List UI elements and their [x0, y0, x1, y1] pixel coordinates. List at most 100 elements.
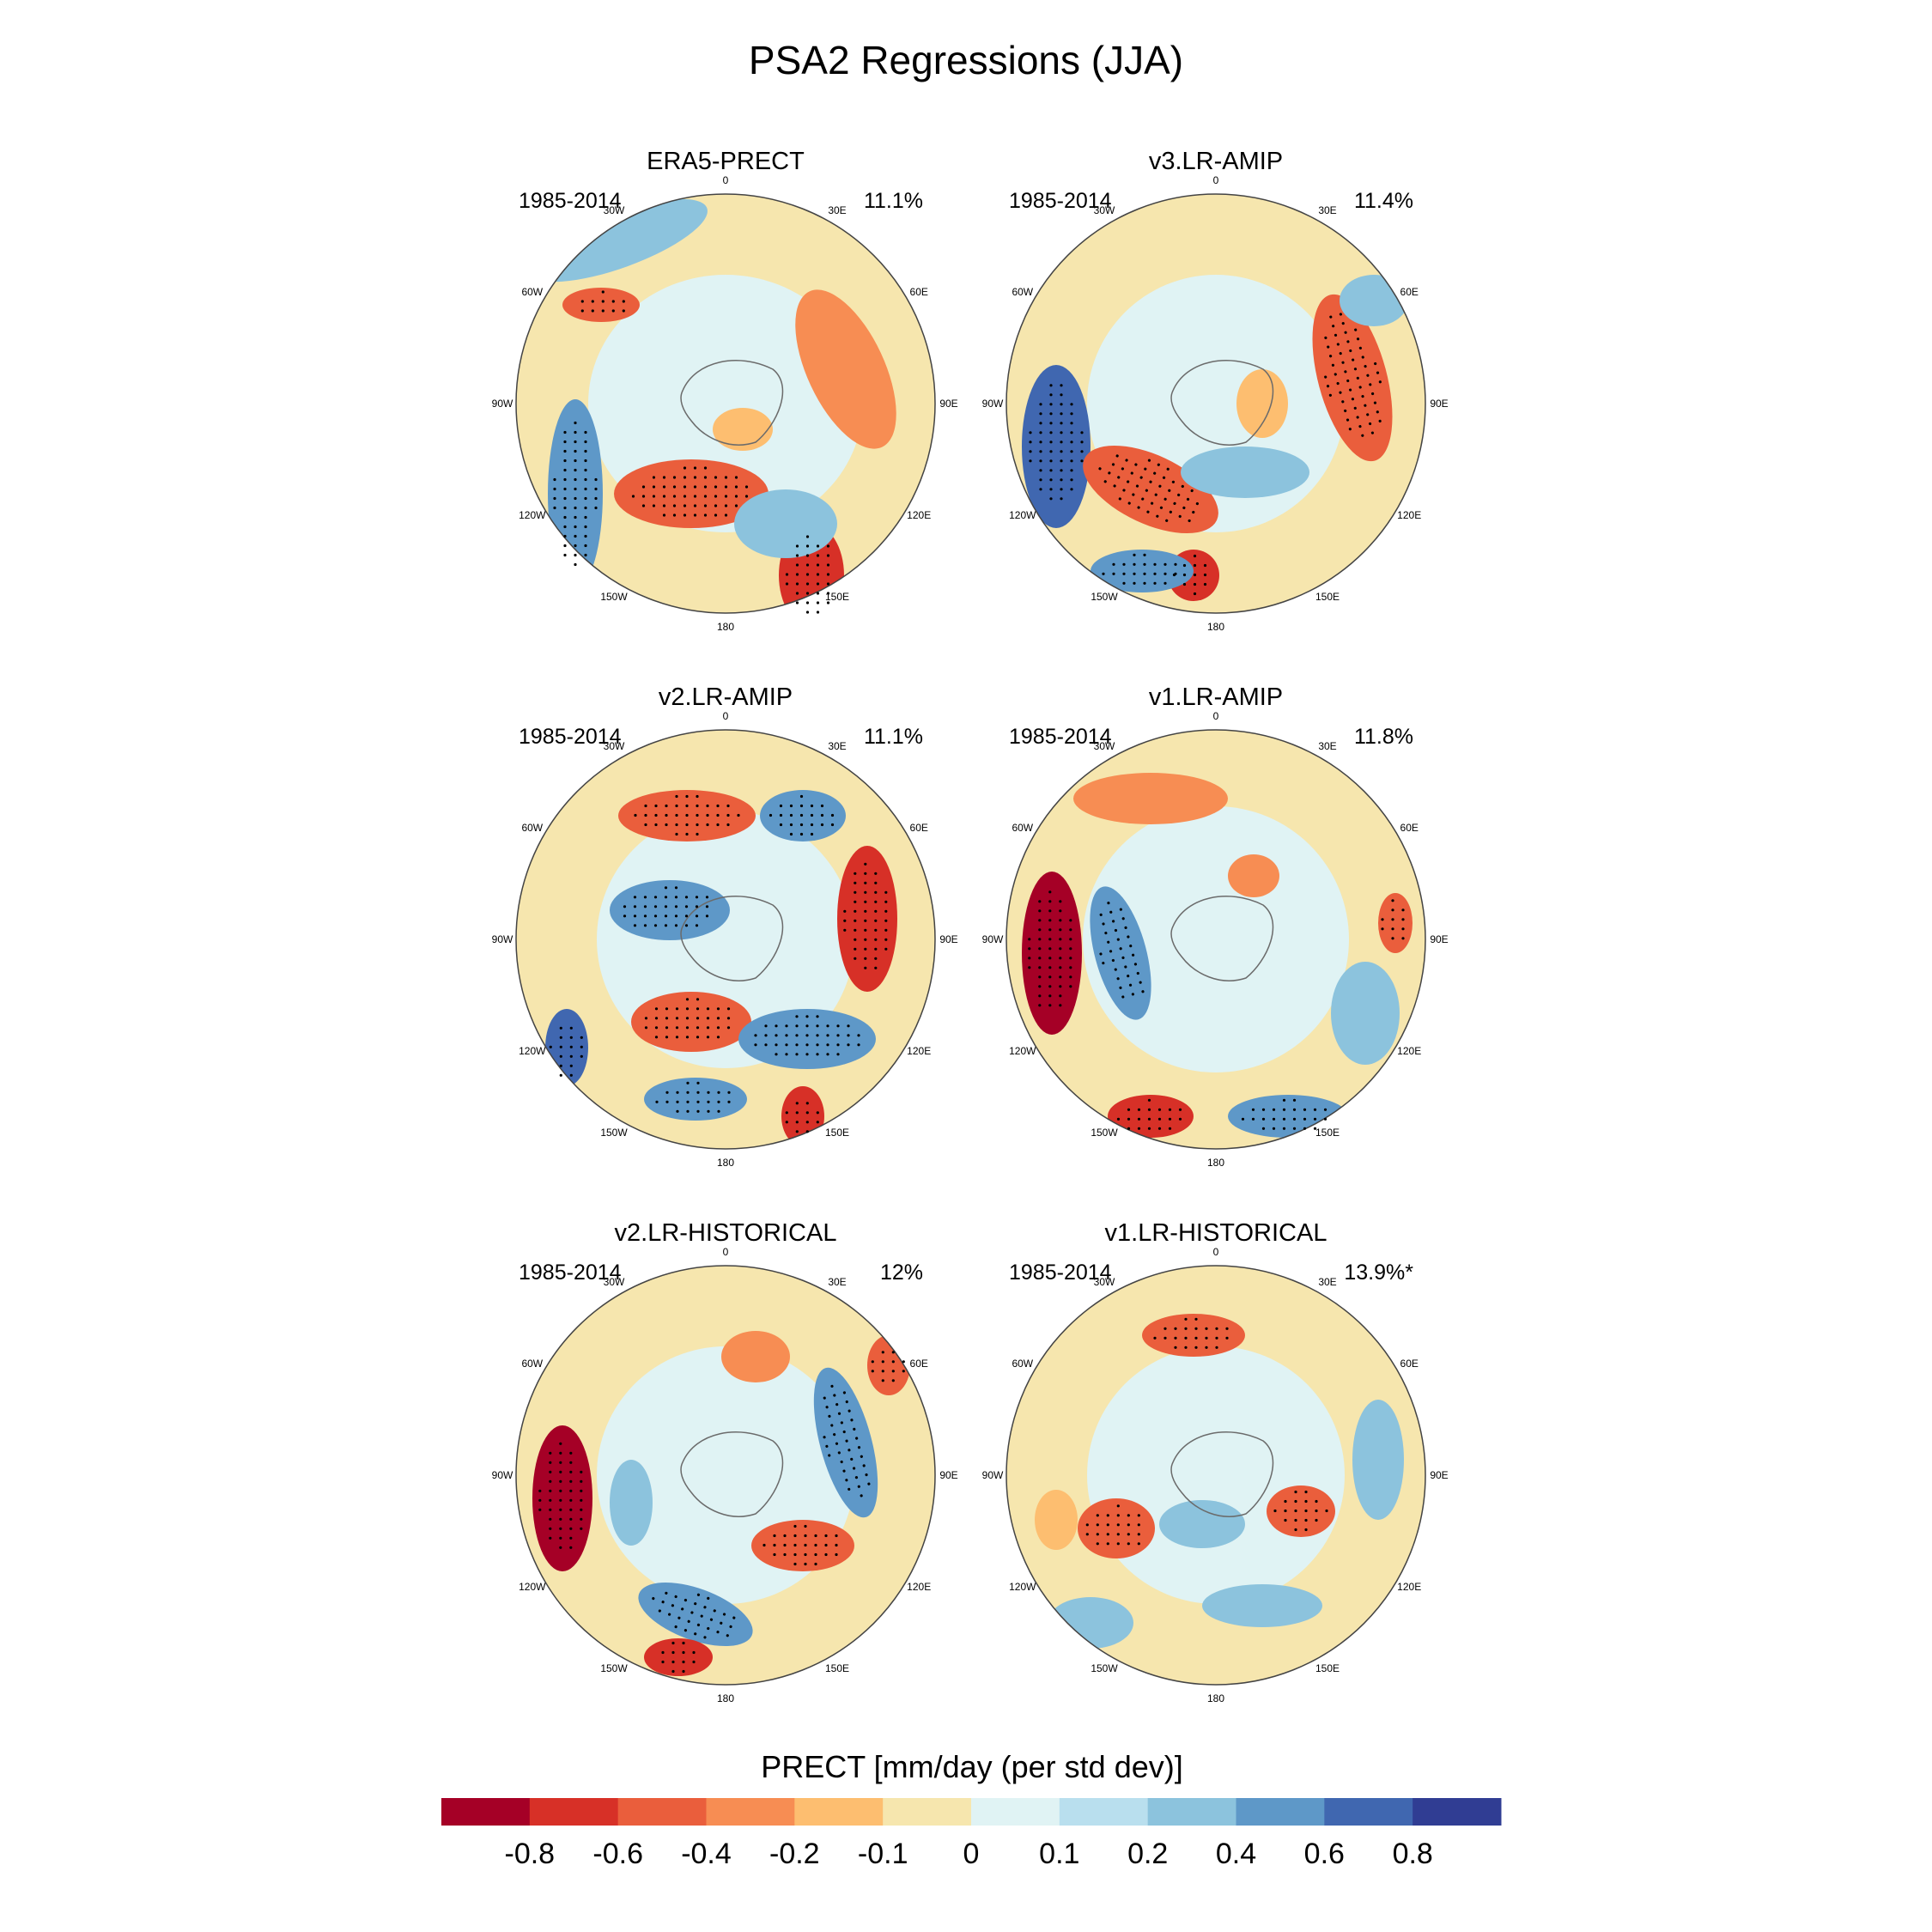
panel-title: v2.LR-HISTORICAL [615, 1219, 837, 1247]
stipple-dot [1215, 1346, 1218, 1349]
stipple-dot [705, 914, 709, 918]
stipple-dot [584, 534, 587, 538]
stipple-dot [654, 823, 658, 827]
stipple-dot [703, 504, 708, 507]
stipple-dot [1119, 986, 1122, 989]
stipple-dot [1069, 966, 1072, 969]
stipple-dot [549, 1479, 552, 1483]
colorbar-tick-label: 0 [963, 1838, 980, 1870]
stipple-dot [1059, 1004, 1062, 1007]
stipple-dot [677, 1616, 681, 1619]
stipple-dot [1153, 572, 1157, 575]
stipple-dot [705, 905, 709, 908]
stipple-dot [1141, 497, 1145, 501]
longitude-label: 60E [910, 1358, 928, 1370]
stipple-dot [1137, 1117, 1141, 1121]
stipple-dot [574, 440, 577, 444]
stipple-dot [1366, 374, 1370, 377]
stipple-dot [1284, 1509, 1287, 1513]
stipple-dot [594, 477, 598, 482]
longitude-label: 60W [1012, 1358, 1033, 1370]
stipple-cluster [1099, 902, 1145, 999]
stipple-dot [569, 1479, 573, 1483]
longitude-label: 0 [723, 1246, 729, 1258]
stipple-dot [1116, 1533, 1120, 1536]
stipple-dot [1122, 581, 1126, 585]
stipple-dot [707, 1100, 710, 1103]
stipple-dot [671, 1604, 674, 1607]
stipple-dot [854, 900, 857, 903]
stipple-dot [584, 468, 587, 472]
stipple-dot [584, 515, 587, 519]
stipple-dot [881, 1351, 884, 1354]
coastline-antarctica [680, 896, 784, 981]
stipple-dot [1049, 450, 1053, 453]
stipple-dot [1107, 902, 1110, 905]
stipple-dot [795, 1121, 799, 1124]
stipple-dot [538, 1489, 542, 1492]
stipple-dot [1147, 459, 1151, 462]
stipple-dot [574, 487, 577, 491]
stipple-dot [795, 1102, 799, 1105]
stipple-dot [805, 1015, 809, 1018]
stipple-dot [1339, 391, 1342, 394]
stipple-dot [1323, 1117, 1327, 1121]
stipple-dot [674, 886, 678, 890]
stipple-dot [1169, 510, 1172, 513]
precip-anomaly-field [516, 1266, 935, 1685]
stipple-dot [1153, 1336, 1157, 1340]
stipple-dot [1114, 928, 1118, 933]
stipple-dot [1182, 506, 1186, 510]
longitude-label: 180 [1207, 621, 1224, 633]
stipple-dot [1149, 480, 1152, 483]
stipple-dot [594, 487, 598, 491]
panel-title: v1.LR-HISTORICAL [1105, 1219, 1327, 1247]
stipple-dot [816, 544, 820, 548]
stipple-dot [840, 1460, 843, 1464]
stipple-dot [828, 1414, 831, 1418]
longitude-label: 60E [910, 286, 928, 298]
stipple-dot [1174, 562, 1177, 566]
stipple-dot [1146, 510, 1150, 513]
stipple-dot [580, 1045, 583, 1048]
stipple-dot [1353, 368, 1358, 371]
precip-anomaly-field [1006, 194, 1425, 613]
stipple-dot [1134, 463, 1138, 466]
stipple-dot [826, 554, 830, 557]
stipple-dot [816, 601, 820, 605]
stipple-dot [1143, 553, 1146, 556]
stipple-dot [696, 804, 699, 808]
stipple-dot [675, 804, 678, 808]
stipple-dot [1038, 985, 1042, 988]
longitude-label: 0 [1213, 1246, 1219, 1258]
stipple-dot [826, 544, 830, 548]
stipple-dot [563, 496, 567, 501]
stipple-dot [695, 905, 699, 908]
stipple-dot [644, 1017, 648, 1020]
stipple-dot [1137, 1523, 1140, 1527]
stipple-dot [1122, 572, 1126, 575]
stipple-dot [584, 487, 587, 491]
stipple-dot [686, 1091, 690, 1094]
stipple-dot [816, 554, 820, 557]
stipple-dot [569, 1036, 573, 1039]
stipple-dot [696, 813, 699, 817]
stipple-dot [1292, 1098, 1297, 1102]
stipple-dot [1127, 1117, 1131, 1121]
stipple-dot [779, 813, 783, 817]
stipple-dot [836, 1043, 840, 1047]
stipple-dot [1163, 1327, 1167, 1330]
stipple-dot [705, 896, 709, 899]
stipple-dot [1261, 1117, 1266, 1121]
stipple-dot [847, 1043, 850, 1047]
stipple-dot [601, 300, 605, 303]
stipple-dot [1381, 927, 1384, 931]
stipple-dot [1117, 476, 1121, 479]
stipple-dot [580, 1489, 583, 1492]
stipple-dot [1284, 1499, 1287, 1504]
stipple-dot [1048, 947, 1052, 951]
stipple-dot [1205, 1336, 1208, 1340]
map-boundary [515, 193, 936, 614]
stipple-dot [1070, 422, 1073, 425]
stipple-dot [654, 813, 658, 817]
